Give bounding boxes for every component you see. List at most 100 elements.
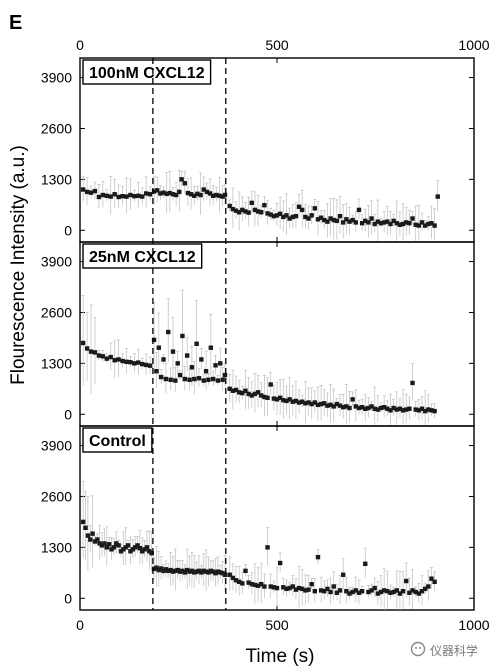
data-point [95, 537, 100, 542]
data-point [410, 380, 415, 386]
data-point [208, 568, 214, 574]
data-point [410, 216, 415, 221]
panel-label-box [82, 427, 153, 453]
data-point [394, 221, 399, 226]
data-point [347, 405, 352, 411]
y-tick-label: 2600 [41, 304, 72, 320]
data-point [394, 588, 399, 593]
data-point [432, 579, 437, 585]
data-point [220, 377, 225, 383]
data-point [429, 221, 434, 226]
data-point [426, 584, 431, 589]
data-point [274, 585, 280, 591]
data-point [154, 565, 159, 570]
data-point [356, 590, 362, 595]
data-point [128, 359, 133, 365]
x-tick-label: 1000 [458, 617, 489, 633]
data-point [104, 193, 109, 199]
data-point [422, 408, 428, 414]
data-point [90, 531, 95, 536]
data-point [230, 388, 236, 393]
data-point [391, 589, 396, 595]
data-point [140, 361, 145, 367]
data-point [92, 539, 98, 544]
data-point [203, 368, 209, 374]
data-point [182, 376, 188, 382]
data-point [161, 357, 166, 362]
data-point [92, 350, 98, 355]
data-point [136, 360, 141, 365]
data-point [394, 407, 399, 412]
data-point [385, 589, 390, 594]
x-tick-label-top: 500 [265, 37, 289, 53]
data-point [432, 408, 437, 414]
data-point [144, 545, 150, 550]
data-point [277, 211, 283, 217]
data-point [243, 388, 248, 393]
data-point [407, 590, 412, 595]
data-point [312, 206, 318, 211]
data-point [132, 361, 137, 366]
data-point [306, 400, 311, 405]
data-point [233, 208, 239, 213]
data-point [290, 399, 295, 404]
data-point [189, 568, 195, 574]
data-point [315, 554, 321, 560]
data-point [325, 403, 330, 408]
data-point [331, 584, 336, 589]
data-point [147, 363, 153, 368]
data-point [391, 405, 396, 411]
panel-label: Control [89, 433, 146, 450]
data-point [149, 551, 154, 556]
data-point [168, 377, 173, 383]
data-point [385, 406, 390, 411]
data-point [124, 194, 129, 199]
data-point [213, 363, 218, 368]
data-point [274, 213, 280, 218]
data-point [413, 589, 418, 595]
data-point [80, 519, 86, 525]
data-point [201, 378, 206, 383]
y-tick-label: 3900 [41, 438, 72, 454]
data-point [366, 405, 371, 411]
data-point [344, 404, 349, 409]
data-point [204, 189, 210, 195]
data-point [227, 386, 232, 392]
data-point [185, 190, 191, 196]
data-point [296, 585, 302, 591]
data-point [271, 213, 277, 219]
data-point [163, 376, 169, 382]
data-point [340, 405, 346, 410]
data-point [372, 585, 377, 591]
data-point [132, 545, 138, 550]
data-point [192, 570, 197, 575]
data-point [318, 215, 324, 220]
data-point [359, 405, 365, 410]
data-point [290, 214, 295, 220]
x-tick-label: 0 [76, 617, 84, 633]
data-point [246, 391, 251, 397]
data-point [175, 361, 180, 366]
data-point [293, 587, 299, 592]
data-point [293, 213, 299, 219]
data-point [284, 586, 289, 592]
data-point [182, 181, 188, 186]
data-point [135, 543, 140, 548]
data-point [413, 222, 418, 227]
data-point [130, 547, 135, 552]
data-point [277, 560, 283, 566]
data-point [347, 591, 352, 596]
data-point [366, 220, 371, 225]
data-point [262, 394, 267, 400]
watermark-text: 仪器科学 [430, 644, 479, 658]
data-point [255, 209, 261, 214]
panel-letter: E [9, 12, 23, 34]
data-point [300, 586, 305, 592]
data-point [85, 533, 91, 538]
data-point [262, 584, 267, 589]
data-point [215, 569, 221, 574]
data-point [80, 340, 86, 346]
data-point [337, 403, 343, 408]
data-point [363, 406, 368, 411]
data-point [143, 362, 149, 368]
